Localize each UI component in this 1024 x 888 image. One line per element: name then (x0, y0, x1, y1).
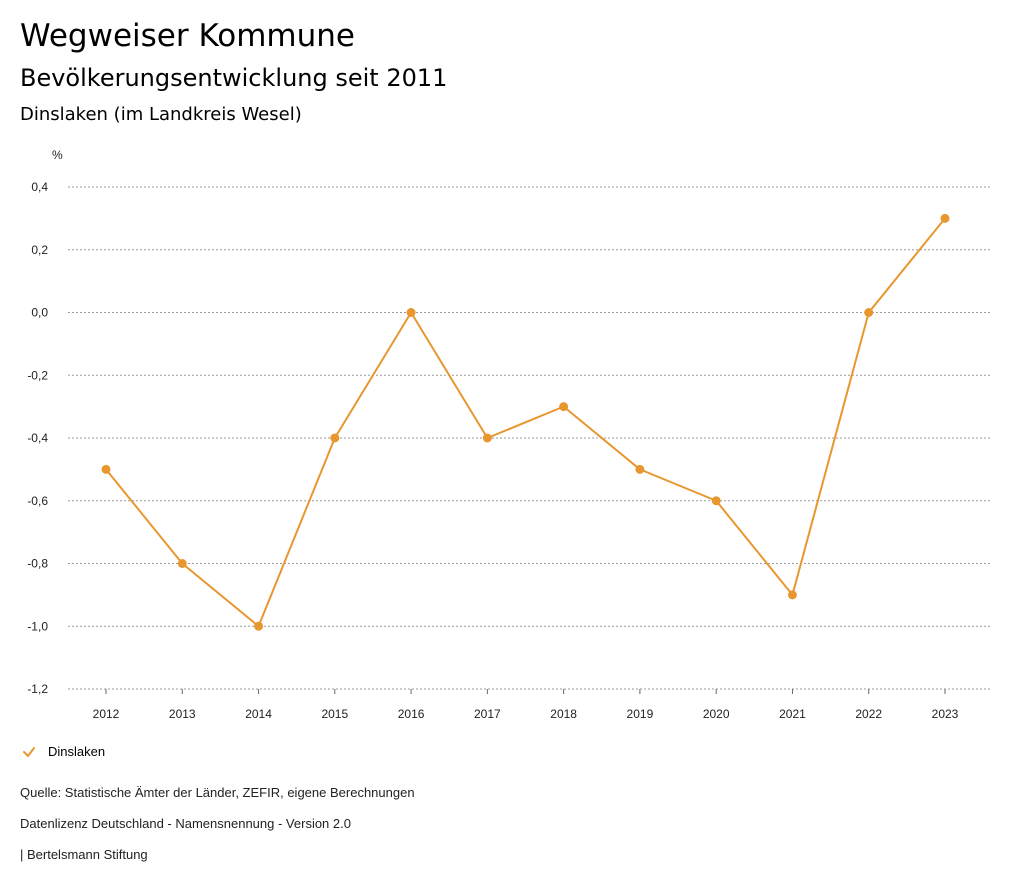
series-line (105, 217, 946, 628)
data-point[interactable] (330, 433, 340, 443)
checkmark-icon (23, 746, 35, 757)
data-point[interactable] (711, 496, 721, 506)
data-point[interactable] (406, 308, 416, 317)
chart-subtitle: Bevölkerungsentwicklung seit 2011 (20, 64, 448, 92)
x-tick-label: 2016 (398, 707, 425, 721)
x-tick-label: 2012 (93, 707, 120, 721)
x-tick-label: 2021 (779, 707, 806, 721)
license-note: Datenlizenz Deutschland - Namensnennung … (20, 816, 351, 831)
data-point[interactable] (101, 464, 111, 474)
x-tick-label: 2017 (474, 707, 501, 721)
x-axis: 2012 2013 2014 2015 2016 2017 2018 2019 2020 2021… (93, 689, 959, 721)
x-tick-label: 2013 (169, 707, 196, 721)
grid-lines (68, 186, 990, 690)
y-tick-label: -1,0 (27, 619, 48, 633)
x-tick-label: 2015 (321, 707, 348, 721)
source-note: Quelle: Statistische Ämter der Länder, Z… (20, 785, 415, 800)
data-point[interactable] (787, 590, 797, 600)
data-point[interactable] (559, 402, 569, 412)
y-tick-label: -0,6 (27, 494, 48, 508)
y-axis: % 0,4 0,2 0,0 -0,2 -0,4 -0,6 -0,8 -1,0 -1,2 (27, 148, 63, 696)
x-tick-label: 2019 (627, 707, 654, 721)
chart-title: Wegweiser Kommune (20, 18, 355, 54)
line-chart: %0,40,20,0-0,2-0,4-0,6-0,8-1,0-1,2 2012 2… (27, 148, 990, 721)
x-tick-label: 2022 (855, 707, 882, 721)
data-point[interactable] (940, 213, 950, 223)
y-tick-label: -1,2 (27, 682, 48, 696)
x-tick-label: 2014 (245, 707, 272, 721)
y-tick-label: -0,4 (27, 431, 48, 445)
x-tick-label: 2023 (932, 707, 959, 721)
x-tick-label: 2018 (550, 707, 577, 721)
data-point[interactable] (635, 464, 645, 474)
data-point[interactable] (177, 559, 187, 568)
data-point[interactable] (254, 621, 264, 631)
y-tick-label: 0,2 (31, 243, 48, 257)
series-dinslaken (101, 213, 950, 631)
y-tick-label: -0,2 (27, 368, 48, 382)
x-tick-label: 2020 (703, 707, 730, 721)
data-point[interactable] (482, 433, 492, 443)
legend[interactable]: Dinslaken (22, 744, 105, 759)
y-tick-label: -0,8 (27, 557, 48, 571)
legend-label: Dinslaken (48, 744, 106, 759)
y-tick-label: 0,4 (31, 180, 48, 194)
y-axis-unit: % (52, 148, 63, 162)
publisher-note: | Bertelsmann Stiftung (20, 847, 148, 862)
y-tick-label: 0,0 (31, 306, 48, 320)
data-point[interactable] (864, 308, 874, 317)
region-label: Dinslaken (im Landkreis Wesel) (20, 104, 302, 125)
